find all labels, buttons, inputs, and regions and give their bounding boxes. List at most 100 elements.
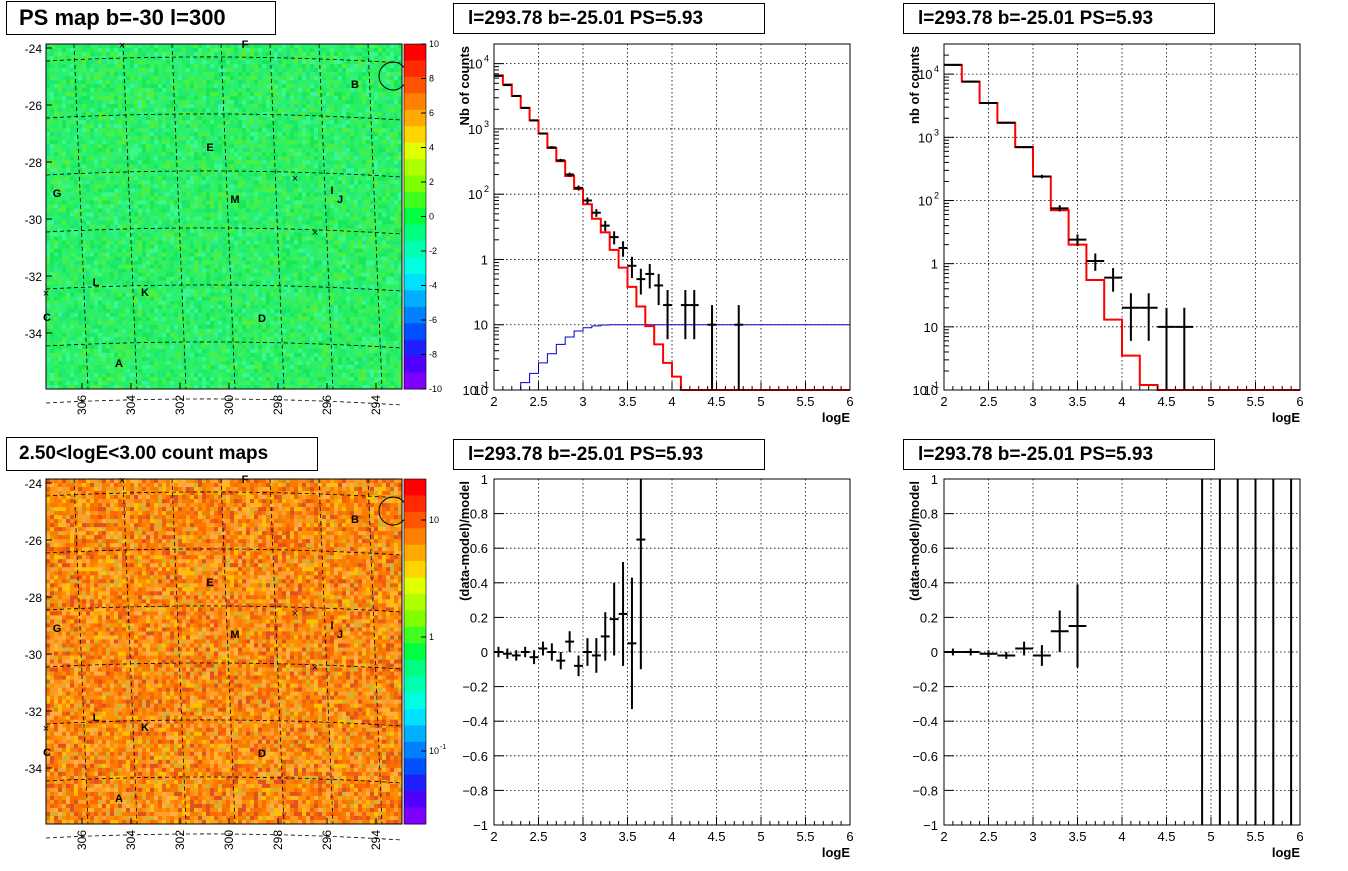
heatmap-cell <box>142 92 147 97</box>
heatmap-cell <box>134 184 139 189</box>
heatmap-cell <box>122 192 127 197</box>
heatmap-cell <box>206 44 211 49</box>
heatmap-cell <box>322 124 327 129</box>
heatmap-cell <box>254 56 259 61</box>
heatmap-cell <box>130 120 135 125</box>
heatmap-cell <box>214 140 219 145</box>
heatmap-cell <box>86 164 91 169</box>
heatmap-cell <box>274 132 279 137</box>
heatmap-cell <box>346 232 351 237</box>
heatmap-cell <box>266 248 271 254</box>
heatmap-cell <box>310 196 315 201</box>
heatmap-cell <box>310 92 315 97</box>
heatmap-cell <box>198 176 203 181</box>
heatmap-cell <box>178 172 183 177</box>
heatmap-cell <box>58 76 63 81</box>
heatmap-cell <box>218 188 223 193</box>
heatmap-cell <box>178 92 183 97</box>
heatmap-cell <box>86 132 91 137</box>
heatmap-cell <box>118 228 123 233</box>
heatmap-cell <box>270 200 275 205</box>
heatmap-cell <box>222 100 227 105</box>
heatmap-cell <box>322 92 327 97</box>
heatmap-cell <box>370 92 375 97</box>
heatmap-cell <box>186 172 191 177</box>
heatmap-cell <box>206 48 211 53</box>
heatmap-cell <box>322 192 327 197</box>
heatmap-cell <box>78 72 83 77</box>
heatmap-cell <box>238 148 243 153</box>
heatmap-cell <box>162 224 167 229</box>
heatmap-cell <box>70 236 75 241</box>
heatmap-cell <box>218 76 223 81</box>
heatmap-cell <box>350 172 355 177</box>
heatmap-cell <box>94 60 99 65</box>
heatmap-cell <box>234 172 239 177</box>
heatmap-cell <box>198 136 203 141</box>
heatmap-cell <box>110 96 115 101</box>
heatmap-cell <box>98 148 103 153</box>
heatmap-cell <box>378 192 383 197</box>
heatmap-cell <box>94 88 99 93</box>
heatmap-cell <box>222 212 227 217</box>
heatmap-cell <box>270 228 275 233</box>
heatmap-cell <box>70 60 75 65</box>
heatmap-cell <box>202 232 207 237</box>
heatmap-cell <box>202 160 207 165</box>
heatmap-cell <box>270 208 275 213</box>
heatmap-cell <box>114 80 119 85</box>
heatmap-cell <box>270 76 275 81</box>
heatmap-cell <box>182 236 187 241</box>
heatmap-cell <box>290 84 295 89</box>
heatmap-cell <box>394 220 399 225</box>
heatmap-cell <box>358 68 363 73</box>
heatmap-cell <box>246 188 251 193</box>
heatmap-cell <box>354 188 359 193</box>
heatmap-cell <box>126 128 131 133</box>
heatmap-cell <box>258 180 263 185</box>
heatmap-cell <box>254 220 259 225</box>
heatmap-cell <box>278 168 283 173</box>
heatmap-cell <box>130 196 135 201</box>
heatmap-cell <box>278 88 283 93</box>
heatmap-cell <box>222 132 227 137</box>
heatmap-cell <box>298 112 303 117</box>
heatmap-cell <box>250 196 255 201</box>
heatmap-cell <box>178 108 183 113</box>
heatmap-cell <box>226 104 231 109</box>
heatmap-cell <box>374 136 379 141</box>
heatmap-cell <box>258 44 263 49</box>
heatmap-cell <box>194 100 199 105</box>
heatmap-cell <box>82 56 87 61</box>
heatmap-cell <box>242 208 247 213</box>
heatmap-cell <box>274 88 279 93</box>
heatmap-cell <box>46 248 51 254</box>
heatmap-cell <box>170 120 175 125</box>
heatmap-cell <box>202 212 207 217</box>
heatmap-cell <box>286 60 291 65</box>
heatmap-cell <box>138 172 143 177</box>
heatmap-cell <box>226 148 231 153</box>
heatmap-cell <box>330 44 335 49</box>
heatmap-cell <box>238 56 243 61</box>
heatmap-cell <box>134 256 139 262</box>
heatmap-cell <box>246 220 251 225</box>
heatmap-cell <box>330 88 335 93</box>
heatmap-cell <box>118 108 123 113</box>
heatmap-cell <box>106 108 111 113</box>
heatmap-cell <box>162 156 167 161</box>
heatmap-cell <box>334 92 339 97</box>
heatmap-cell <box>46 128 51 133</box>
heatmap-cell <box>98 216 103 221</box>
heatmap-cell <box>262 84 267 89</box>
heatmap-cell <box>110 204 115 209</box>
heatmap-cell <box>70 212 75 217</box>
heatmap-cell <box>170 144 175 149</box>
heatmap-cell <box>82 176 87 181</box>
heatmap-cell <box>166 88 171 93</box>
heatmap-cell <box>346 252 351 258</box>
heatmap-cell <box>94 200 99 205</box>
heatmap-cell <box>138 192 143 197</box>
heatmap-cell <box>354 60 359 65</box>
heatmap-cell <box>246 180 251 185</box>
